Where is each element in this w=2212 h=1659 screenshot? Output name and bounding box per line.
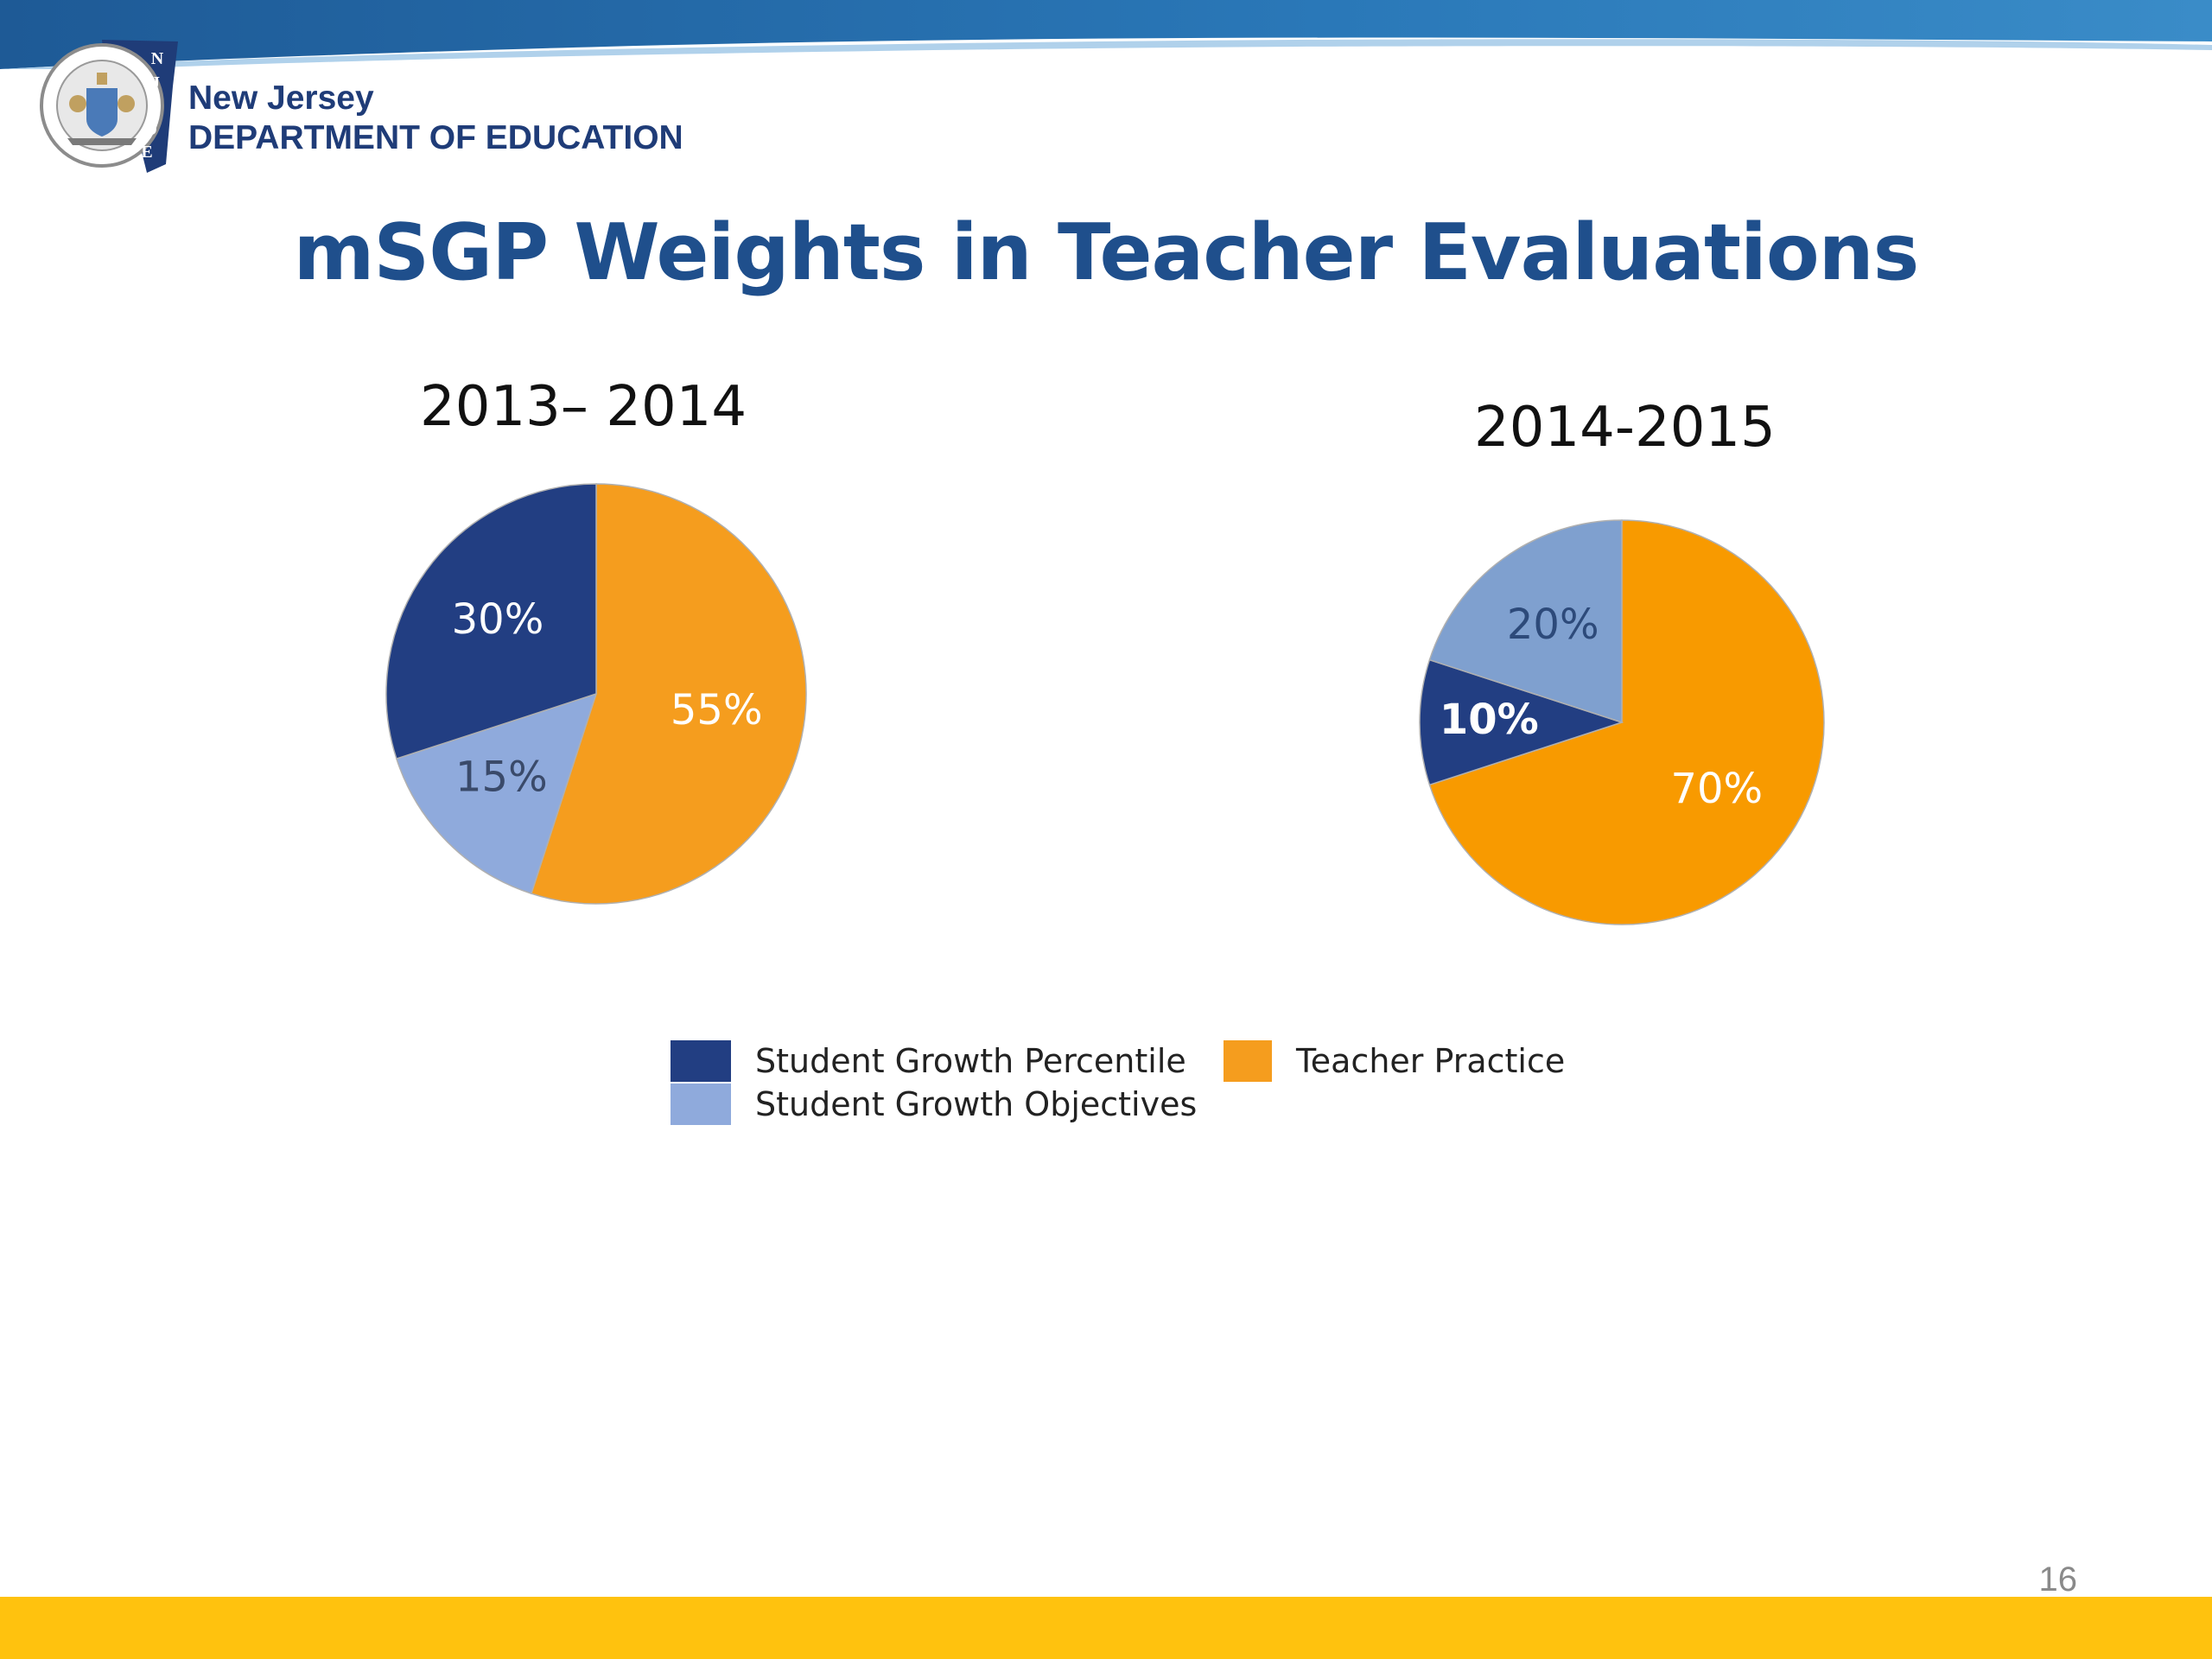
pie-slice-2014-student-growth-objectives <box>1428 519 1623 724</box>
pie-label-2014-teacher-practice: 70% <box>1670 765 1763 813</box>
njdoe-seal-logo: N J D O E <box>40 40 178 173</box>
pie-label-2013-student-growth-percentile: 30% <box>452 595 544 644</box>
legend-swatch-teacher-practice <box>1224 1040 1272 1082</box>
pie-label-2013-student-growth-objectives: 15% <box>455 753 548 802</box>
header-band <box>0 0 2212 69</box>
chart-title-2013-2014: 2013– 2014 <box>420 375 747 439</box>
seal-letter-j: J <box>151 73 160 92</box>
pie-slice-2014-teacher-practice <box>1428 519 1825 925</box>
pie-label-2014-student-growth-percentile: 10% <box>1440 696 1539 744</box>
seal-letter-o: O <box>143 120 157 139</box>
page-number: 16 <box>2038 1560 2078 1599</box>
pie-slice-2013-student-growth-objectives <box>395 692 598 895</box>
legend-swatch-sgo <box>671 1084 731 1125</box>
legend-label-teacher-practice: Teacher Practice <box>1296 1042 1566 1080</box>
seal-letter-e: E <box>141 143 152 162</box>
org-name-line2: DEPARTMENT OF EDUCATION <box>188 119 683 156</box>
pie-label-2013-teacher-practice: 55% <box>671 686 763 734</box>
org-name-line1: New Jersey <box>188 79 374 117</box>
legend-item-sgp: Student Growth Percentile <box>671 1040 1186 1082</box>
legend-label-sgo: Student Growth Objectives <box>755 1085 1198 1123</box>
legend-item-teacher-practice: Teacher Practice <box>1224 1040 1565 1082</box>
seal-letter-d: D <box>148 98 160 117</box>
pie-slice-2013-student-growth-percentile <box>385 483 597 760</box>
legend-swatch-sgp <box>671 1040 731 1082</box>
slide-title: mSGP Weights in Teacher Evaluations <box>293 207 1920 298</box>
legend-label-sgp: Student Growth Percentile <box>755 1042 1186 1080</box>
pie-slice-2014-student-growth-percentile <box>1419 658 1624 786</box>
chart-title-2014-2015: 2014-2015 <box>1474 396 1776 460</box>
pie-slice-2013-teacher-practice <box>530 483 807 905</box>
footer-band <box>0 1597 2212 1659</box>
legend-item-sgo: Student Growth Objectives <box>671 1084 1197 1125</box>
seal-letter-n: N <box>151 49 164 68</box>
pie-label-2014-student-growth-objectives: 20% <box>1507 601 1599 649</box>
